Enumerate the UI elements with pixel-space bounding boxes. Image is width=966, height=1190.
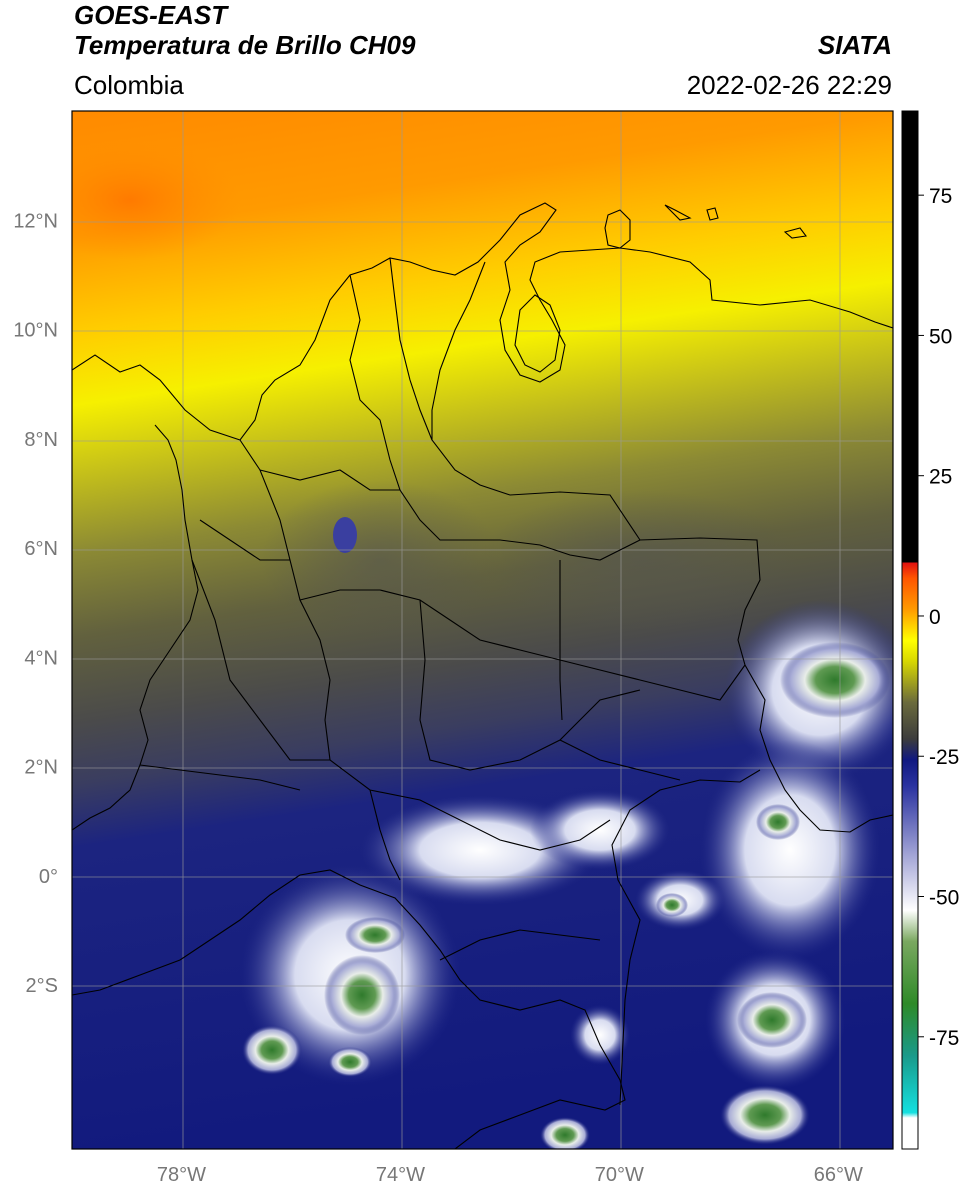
- satellite-imagery: [72, 111, 893, 1149]
- internal-border-7: [199, 519, 290, 561]
- cloud-cell-bottom: [540, 1117, 590, 1149]
- cloud-core-southwest-west: [242, 1025, 302, 1075]
- region-label: Colombia: [74, 70, 184, 100]
- colorbar: [901, 110, 919, 1150]
- cloud-core-east: [780, 642, 890, 718]
- internal-border-6: [389, 257, 433, 441]
- pacific-coast: [72, 424, 199, 831]
- internal-border-5: [259, 469, 400, 491]
- cloud-core-southeast: [756, 804, 800, 840]
- internal-border-1: [239, 439, 611, 851]
- island-curacao: [664, 204, 692, 221]
- maracaibo-lake: [514, 294, 561, 373]
- lat-tick-label: 4°N: [24, 647, 58, 669]
- source-label: SIATA: [817, 30, 892, 60]
- lat-tick-label: 10°N: [13, 320, 58, 342]
- caribbean-coast: [72, 202, 893, 441]
- title-block: GOES-EAST Temperatura de Brillo CH09 Col…: [74, 0, 415, 100]
- colombia-brazil-border: [611, 769, 761, 1106]
- warm-core: [72, 140, 240, 260]
- source-block: SIATA 2022-02-26 22:29: [687, 30, 892, 100]
- island-aruba: [604, 209, 631, 249]
- cloud-cell-andes: [333, 517, 357, 553]
- colombia-venezuela-border: [431, 261, 893, 833]
- dry-andes-area: [260, 480, 500, 640]
- map-frame: [71, 110, 894, 1150]
- lat-tick-label: 6°N: [24, 538, 58, 560]
- internal-border-9: [559, 560, 563, 721]
- colorbar-tick-label: 75: [929, 185, 952, 208]
- cloud-core-southwest: [324, 955, 400, 1035]
- graticule: [72, 111, 893, 1149]
- cloud-core-southwest-small: [328, 1047, 372, 1077]
- lat-tick-label: 2°N: [24, 757, 58, 779]
- cloud-band-center-east: [530, 790, 670, 870]
- datetime-label: 2022-02-26 22:29: [686, 70, 892, 100]
- cloud-core-small: [656, 893, 688, 917]
- internal-border-8: [191, 559, 330, 761]
- internal-border-12: [559, 739, 681, 781]
- cloud-core-south: [737, 992, 807, 1048]
- cloud-core-far-south: [720, 1085, 810, 1145]
- lat-tick-label: 2°S: [26, 975, 58, 997]
- internal-border-11: [369, 789, 401, 881]
- internal-border-13: [439, 929, 601, 961]
- lat-tick-label: 0°: [39, 866, 58, 888]
- colorbar-tick-label: 50: [929, 325, 952, 348]
- colorbar-tick-label: -75: [929, 1027, 959, 1050]
- colorbar-tick-label: 0: [929, 606, 941, 629]
- colorbar-ticks: 75 50 25 0 -25 -50 -75: [918, 185, 959, 1050]
- product-title: Temperatura de Brillo CH09: [74, 30, 416, 60]
- internal-border-3: [299, 589, 746, 701]
- satellite-title: GOES-EAST: [74, 0, 228, 30]
- south-pacific-coast: [72, 874, 301, 996]
- cloud-core-southwest-north: [345, 917, 405, 953]
- internal-border-2: [349, 274, 641, 561]
- colombia-ecuador-peru-border: [299, 869, 626, 1149]
- lat-tick-label: 12°N: [13, 210, 58, 232]
- lon-tick-label: 66°W: [814, 1164, 863, 1186]
- lon-tick-label: 78°W: [157, 1164, 206, 1186]
- lon-tick-label: 74°W: [376, 1164, 425, 1186]
- cloud-cell-small: [570, 1005, 630, 1065]
- colorbar-tick-label: -50: [929, 887, 959, 910]
- colorbar-tick-label: -25: [929, 746, 959, 769]
- internal-border-4: [419, 599, 641, 771]
- latitude-axis: 12°N 10°N 8°N 6°N 4°N 2°N 0° 2°S: [13, 210, 58, 997]
- dry-llanos-area: [480, 490, 800, 630]
- boundaries: [72, 202, 893, 1149]
- internal-border-10: [139, 764, 301, 791]
- colorbar-tick-label: 25: [929, 466, 952, 489]
- island-bonaire: [706, 207, 719, 221]
- lon-tick-label: 70°W: [595, 1164, 644, 1186]
- longitude-axis: 78°W 74°W 70°W 66°W: [157, 1164, 863, 1186]
- cloud-cluster-southeast: [700, 740, 880, 960]
- island-margarita: [783, 227, 807, 239]
- lat-tick-label: 8°N: [24, 429, 58, 451]
